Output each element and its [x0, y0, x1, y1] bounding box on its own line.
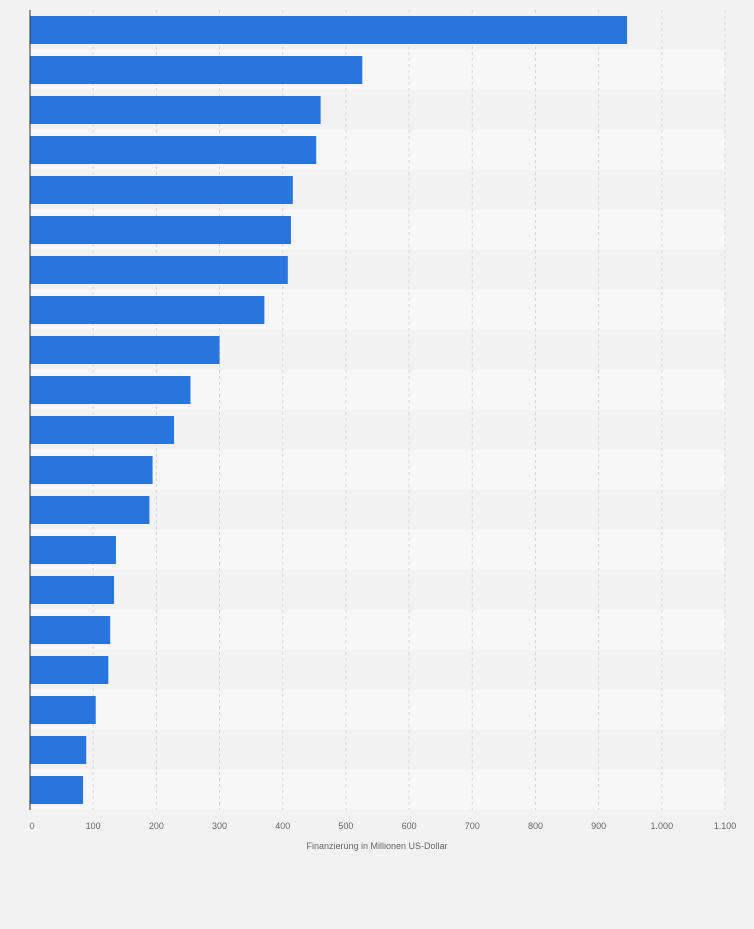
x-tick-label: 1.100: [714, 821, 737, 831]
x-tick-label: 0: [29, 821, 34, 831]
bar: [30, 256, 288, 284]
x-axis-title: Finanzierung in Millionen US-Dollar: [306, 841, 447, 851]
x-tick-label: 800: [528, 821, 543, 831]
x-tick-label: 700: [465, 821, 480, 831]
x-tick-label: 200: [149, 821, 164, 831]
row-stripe: [30, 690, 725, 730]
x-tick-label: 100: [86, 821, 101, 831]
x-tick-label: 300: [212, 821, 227, 831]
x-axis-ticks: 0 100 200 300 400 500 600 700 800 900 1.000 1.100: [29, 821, 736, 831]
bar: [30, 56, 363, 84]
bar: [30, 696, 96, 724]
x-tick-label: 400: [275, 821, 290, 831]
bar: [30, 736, 87, 764]
bar: [30, 336, 220, 364]
bar: [30, 16, 628, 44]
bar: [30, 416, 175, 444]
bar: [30, 176, 293, 204]
x-tick-label: 1.000: [651, 821, 674, 831]
bar: [30, 456, 153, 484]
row-stripe: [30, 730, 725, 770]
x-tick-label: 600: [402, 821, 417, 831]
bar: [30, 376, 191, 404]
row-stripe: [30, 770, 725, 810]
x-tick-label: 900: [591, 821, 606, 831]
bar: [30, 776, 84, 804]
row-stripe: [30, 570, 725, 610]
row-stripe: [30, 650, 725, 690]
row-stripe: [30, 530, 725, 570]
bars: [30, 16, 628, 804]
row-stripes: [30, 10, 725, 810]
x-tick-label: 500: [338, 821, 353, 831]
bar: [30, 656, 109, 684]
row-stripe: [30, 610, 725, 650]
bar: [30, 136, 317, 164]
bar: [30, 616, 111, 644]
bar: [30, 216, 291, 244]
bar: [30, 536, 116, 564]
bar: [30, 296, 265, 324]
bar: [30, 496, 150, 524]
bar: [30, 96, 321, 124]
gridlines: [92, 10, 726, 810]
bar: [30, 576, 115, 604]
